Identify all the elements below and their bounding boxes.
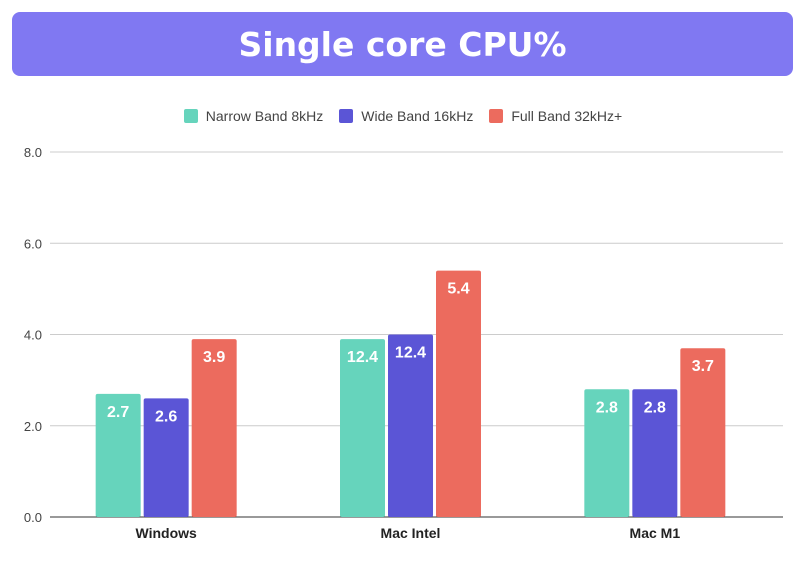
y-tick-label: 8.0	[24, 145, 42, 160]
data-label: 12.4	[347, 349, 378, 366]
data-label: 12.4	[395, 345, 426, 362]
bar	[388, 334, 433, 517]
data-label: 5.4	[447, 281, 469, 298]
data-label: 2.8	[644, 399, 666, 416]
bar	[143, 398, 189, 517]
bar	[632, 389, 678, 517]
legend-label: Narrow Band 8kHz	[205, 108, 324, 124]
bar	[584, 389, 630, 517]
y-tick-label: 4.0	[24, 328, 42, 343]
x-tick-label: Windows	[136, 525, 198, 541]
legend: Narrow Band 8kHz Wide Band 16kHz Full Band…	[0, 108, 806, 124]
y-tick-label: 6.0	[24, 236, 42, 251]
x-tick-label: Mac M1	[630, 525, 681, 541]
bar	[340, 339, 385, 517]
bar	[95, 393, 141, 517]
legend-item: Full Band 32kHz+	[489, 108, 622, 124]
data-label: 2.6	[155, 408, 177, 425]
x-tick-label: Mac Intel	[381, 525, 441, 541]
bar	[680, 348, 726, 517]
data-label: 2.8	[596, 399, 618, 416]
legend-label: Full Band 32kHz+	[511, 108, 623, 124]
data-label: 3.7	[692, 358, 714, 375]
data-label: 3.9	[203, 349, 225, 366]
data-label: 2.7	[107, 404, 129, 421]
legend-swatch	[339, 109, 354, 123]
chart-title: Single core CPU%	[12, 12, 793, 76]
bar	[191, 339, 237, 517]
y-tick-label: 2.0	[24, 419, 42, 434]
legend-swatch	[489, 109, 504, 123]
legend-label: Wide Band 16kHz	[361, 108, 474, 124]
legend-item: Wide Band 16kHz	[339, 108, 473, 124]
bar	[436, 270, 481, 517]
y-tick-label: 0.0	[24, 510, 42, 525]
legend-swatch	[183, 109, 198, 123]
legend-item: Narrow Band 8kHz	[183, 108, 324, 124]
